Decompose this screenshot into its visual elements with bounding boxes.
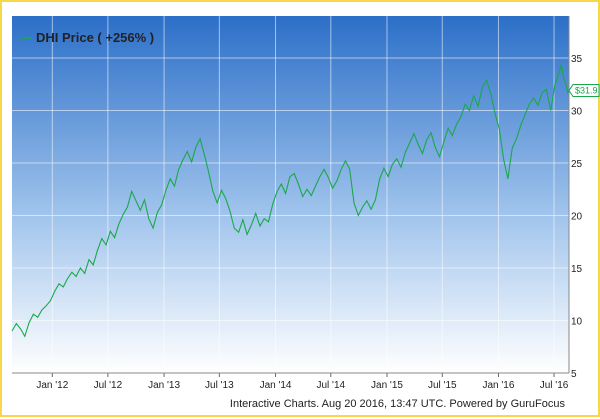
x-tick-label: Jul '16 <box>540 380 569 391</box>
credits-text[interactable]: Interactive Charts. Aug 20 2016, 13:47 U… <box>230 398 566 410</box>
x-tick-label: Jul '14 <box>317 380 346 391</box>
y-tick-label: 35 <box>571 54 583 65</box>
plot-background <box>12 16 569 373</box>
x-tick-label: Jan '14 <box>260 380 292 391</box>
gridlines <box>12 16 569 374</box>
x-tick-label: Jan '16 <box>482 380 514 391</box>
dhi-price-line[interactable] <box>11 64 570 338</box>
y-tick-label: 5 <box>571 369 577 380</box>
y-tick-label: 15 <box>571 264 583 275</box>
last-value-label: $31.9 <box>575 86 598 96</box>
last-value-marker: $31.9 <box>568 84 600 98</box>
x-tick-label: Jan '13 <box>148 380 180 391</box>
y-axis: 5 10 15 20 25 30 35 <box>568 16 583 380</box>
x-tick-label: Jul '15 <box>428 380 457 391</box>
y-tick-label: 20 <box>571 212 583 223</box>
y-tick-label: 10 <box>571 317 583 328</box>
x-tick-label: Jan '15 <box>371 380 403 391</box>
legend[interactable]: DHI Price ( +256% ) <box>19 30 154 45</box>
last-value-flag <box>568 84 600 98</box>
y-tick-label: 30 <box>571 107 583 118</box>
x-tick-label: Jul '13 <box>205 380 234 391</box>
x-tick-label: Jul '12 <box>94 380 123 391</box>
x-tick-label: Jan '12 <box>36 380 68 391</box>
legend-label: DHI Price ( +256% ) <box>36 30 154 45</box>
x-axis: Jan '12 Jul '12 Jan '13 Jul '13 Jan '14 Jul '… <box>12 372 569 391</box>
y-tick-label: 25 <box>571 159 583 170</box>
